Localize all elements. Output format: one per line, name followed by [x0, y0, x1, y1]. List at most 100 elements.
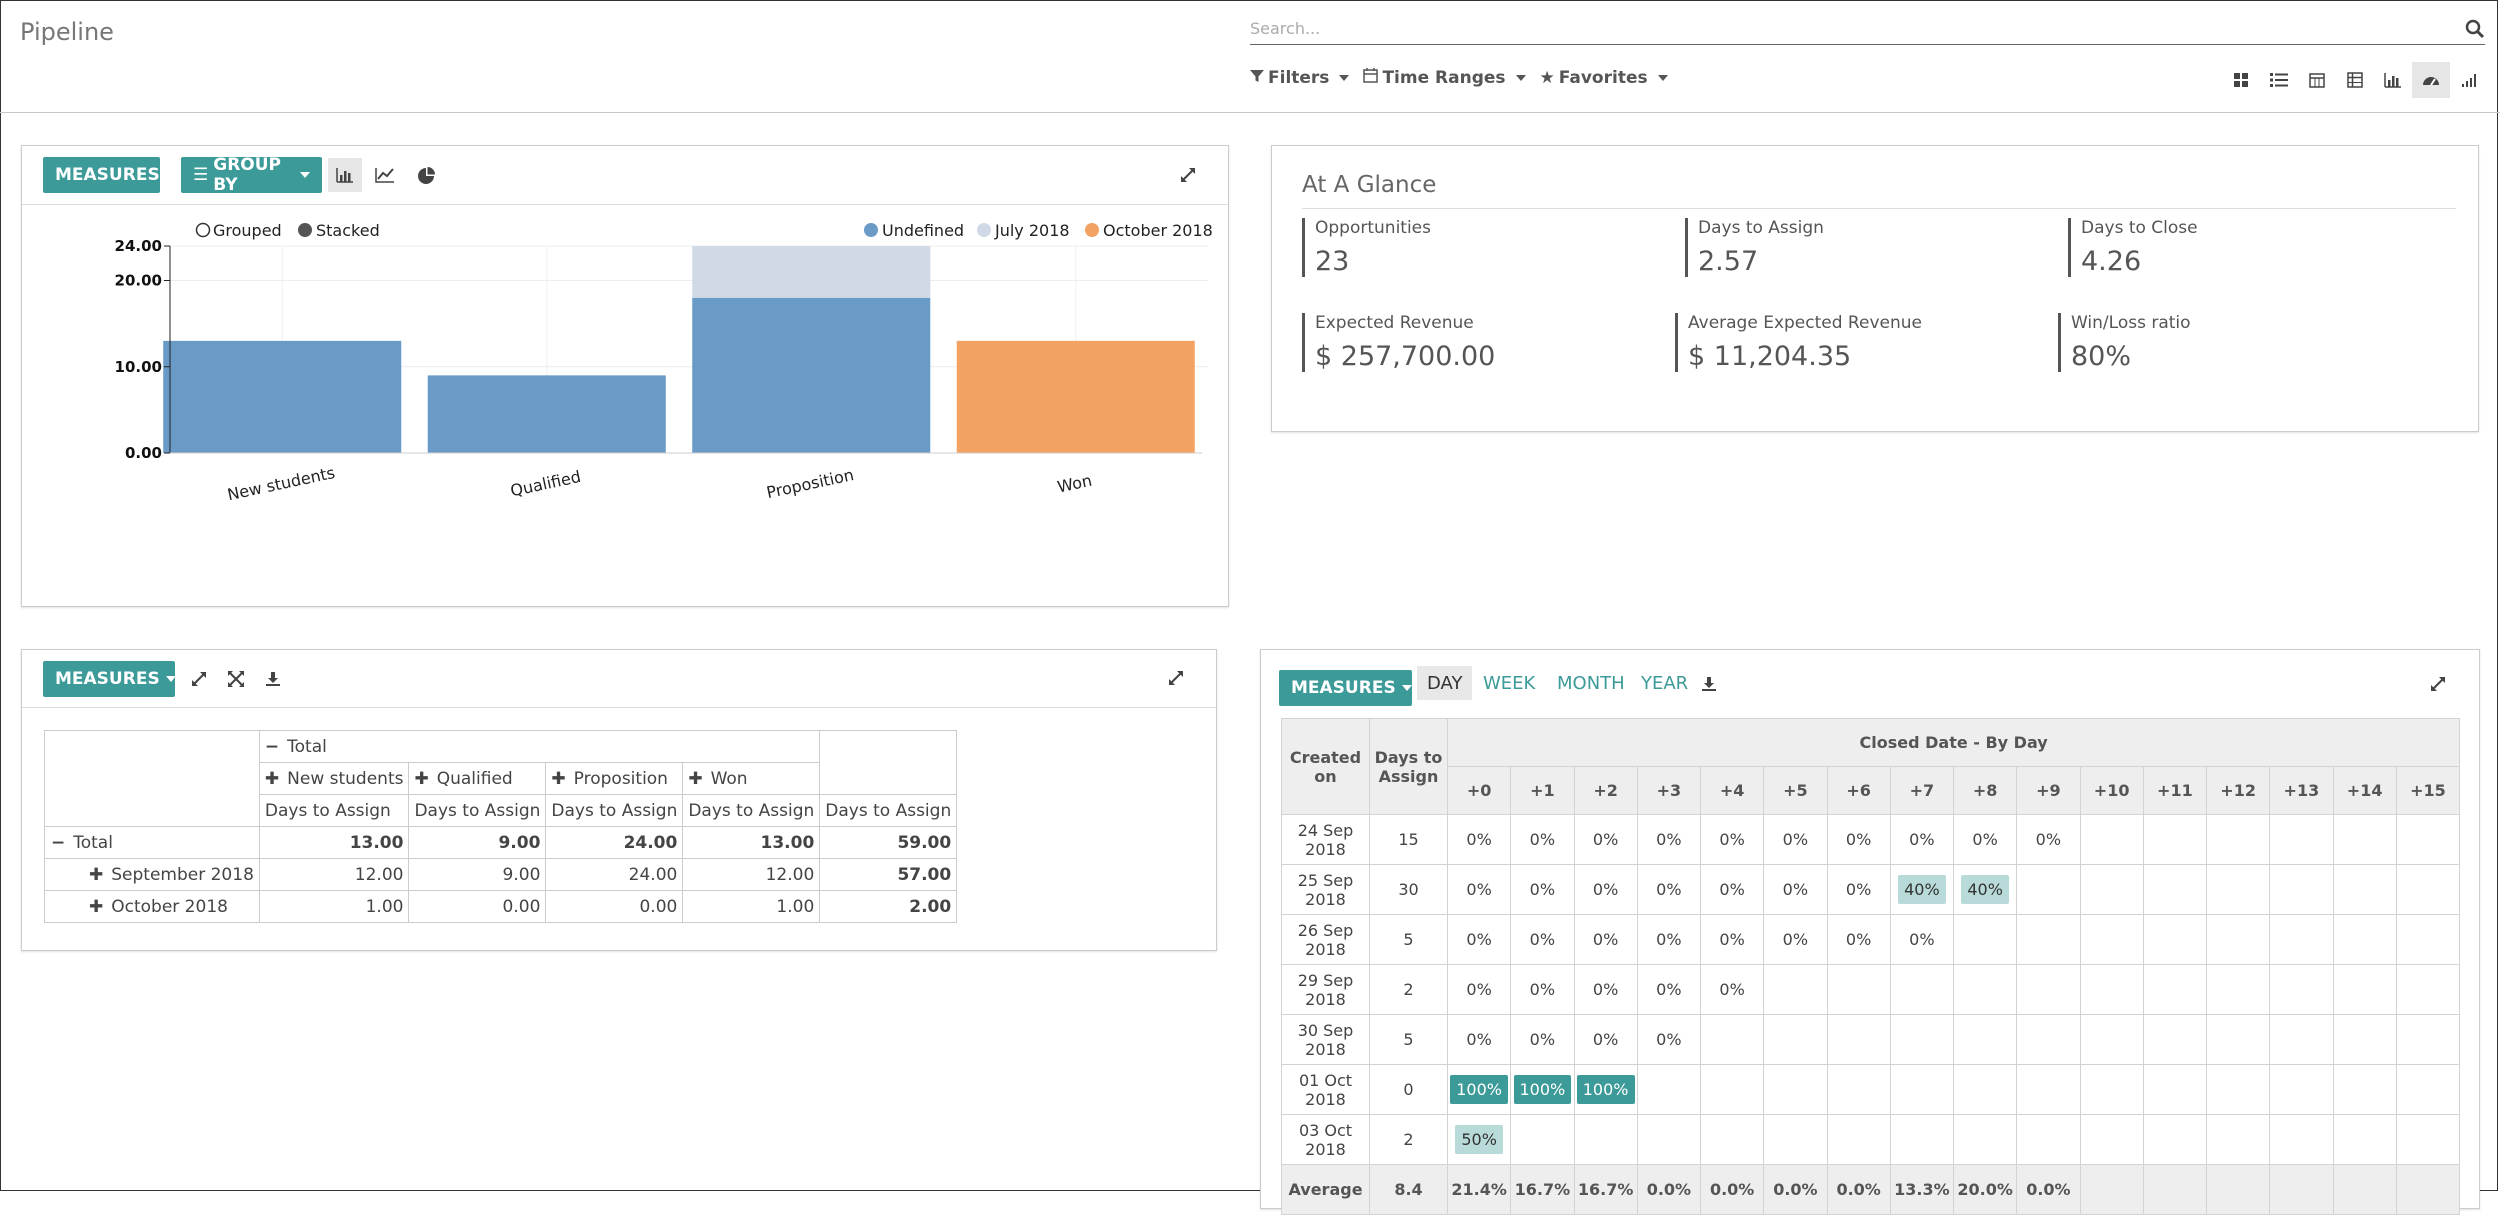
row-header-september-2018[interactable]: ✚ September 2018 [44, 858, 260, 891]
cohort-cell [2332, 1014, 2397, 1065]
cohort-cell[interactable]: 0% [1952, 814, 2018, 865]
cohort-cell [2269, 814, 2334, 865]
cohort-view-icon[interactable] [2450, 62, 2488, 98]
cohort-cell[interactable]: 0% [1510, 864, 1575, 915]
favorites-button[interactable]: ★ Favorites [1540, 68, 1668, 88]
cohort-cell [1763, 1014, 1828, 1065]
pivot-header-proposition[interactable]: ✚ Proposition [545, 762, 684, 795]
tab-month[interactable]: MONTH [1557, 672, 1625, 694]
bar-qualified-undefined [427, 375, 666, 453]
kpi-average-expected-revenue[interactable]: Average Expected Revenue $ 11,204.35 [1675, 313, 1922, 372]
line-chart-icon[interactable] [368, 158, 402, 192]
tab-week[interactable]: WEEK [1483, 672, 1536, 694]
group-by-button[interactable]: ☰ GROUP BY [181, 155, 322, 195]
cohort-cell[interactable]: 100% [1573, 1064, 1638, 1115]
cohort-cell [2395, 864, 2461, 915]
kpi-expected-revenue[interactable]: Expected Revenue $ 257,700.00 [1302, 313, 1495, 372]
pivot-header-won[interactable]: ✚ Won [682, 762, 821, 795]
cohort-cell[interactable]: 0% [1573, 814, 1638, 865]
cohort-cell[interactable]: 0% [1826, 864, 1891, 915]
cohort-cell[interactable]: 0% [1763, 814, 1828, 865]
pivot-header-new-students[interactable]: ✚ New students [258, 762, 410, 795]
cohort-cell[interactable]: 0% [1510, 814, 1575, 865]
cohort-cell[interactable]: 40% [1889, 864, 1955, 915]
cohort-cell[interactable]: 0% [1636, 864, 1702, 915]
filters-button[interactable]: Filters [1250, 68, 1350, 88]
cohort-cell[interactable]: 0% [1636, 964, 1702, 1015]
cohort-cell[interactable]: 0% [1446, 914, 1512, 965]
cohort-cell[interactable]: 0% [1699, 964, 1765, 1015]
cohort-cell[interactable]: 0% [1573, 864, 1638, 915]
cohort-cell[interactable]: 0% [1699, 814, 1765, 865]
kpi-opportunities[interactable]: Opportunities 23 [1302, 218, 1431, 277]
cohort-cell[interactable]: 0% [1446, 814, 1512, 865]
expand-icon[interactable] [1159, 661, 1193, 695]
measures-button[interactable]: MEASURES [1279, 670, 1412, 706]
pie-chart-icon[interactable] [409, 158, 443, 192]
cohort-cell[interactable]: 0% [1573, 964, 1638, 1015]
cohort-cell[interactable]: 0% [1699, 914, 1765, 965]
cohort-cell[interactable]: 0% [2016, 814, 2081, 865]
cohort-cell[interactable]: 0% [1763, 864, 1828, 915]
pivot-header-total[interactable]: − Total [258, 730, 821, 763]
x-tick-label: Proposition [765, 465, 856, 502]
kpi-win-loss-ratio[interactable]: Win/Loss ratio 80% [2058, 313, 2191, 372]
legend-swatch [1085, 223, 1099, 237]
cohort-cell[interactable]: 0% [1446, 1014, 1512, 1065]
list-view-icon[interactable] [2260, 62, 2298, 98]
cohort-cell[interactable]: 0% [1826, 814, 1891, 865]
y-tick-label: 20.00 [115, 272, 162, 290]
pivot-header-qualified[interactable]: ✚ Qualified [408, 762, 547, 795]
flip-axis-icon[interactable] [182, 662, 216, 696]
expand-icon[interactable] [2421, 667, 2455, 701]
dashboard-view-icon[interactable] [2412, 62, 2450, 98]
calendar-view-icon[interactable] [2298, 62, 2336, 98]
cohort-cell[interactable]: 0% [1573, 1014, 1638, 1065]
expand-all-icon[interactable] [219, 662, 253, 696]
cohort-cell[interactable]: 0% [1636, 1014, 1702, 1065]
cohort-cell[interactable]: 0% [1636, 814, 1702, 865]
created-on-cell: 03 Oct 2018 [1281, 1114, 1370, 1165]
days-cell: 2 [1369, 1114, 1448, 1165]
measures-button[interactable]: MEASURES [43, 157, 176, 193]
cohort-cell[interactable]: 0% [1763, 914, 1828, 965]
measures-button[interactable]: MEASURES [43, 661, 176, 697]
expand-icon[interactable] [1171, 158, 1205, 192]
cohort-cell[interactable]: 40% [1952, 864, 2018, 915]
cohort-cell[interactable]: 50% [1446, 1114, 1512, 1165]
bar-chart-icon[interactable] [328, 158, 362, 192]
search-icon[interactable] [2465, 19, 2485, 43]
cohort-cell[interactable]: 0% [1510, 1014, 1575, 1065]
cohort-cell[interactable]: 100% [1510, 1064, 1575, 1115]
kpi-days-to-assign[interactable]: Days to Assign 2.57 [1685, 218, 1824, 277]
cohort-cell[interactable]: 0% [1826, 914, 1891, 965]
cohort-cell[interactable]: 0% [1889, 914, 1955, 965]
kanban-view-icon[interactable] [2222, 62, 2260, 98]
cohort-cell[interactable]: 0% [1699, 864, 1765, 915]
cohort-cell[interactable]: 100% [1446, 1064, 1512, 1115]
offset-header: +5 [1763, 766, 1828, 815]
cohort-cell[interactable]: 0% [1510, 964, 1575, 1015]
time-ranges-button[interactable]: Time Ranges [1363, 68, 1526, 88]
cohort-cell[interactable]: 0% [1446, 964, 1512, 1015]
cohort-value: 0% [1845, 930, 1872, 949]
row-header-october-2018[interactable]: ✚ October 2018 [44, 890, 260, 923]
days-cell: 2 [1369, 964, 1448, 1015]
cohort-cell[interactable]: 0% [1889, 814, 1955, 865]
download-icon[interactable] [256, 662, 290, 696]
download-icon[interactable] [1692, 667, 1726, 701]
tab-day[interactable]: DAY [1417, 666, 1473, 700]
cohort-cell [1952, 1014, 2018, 1065]
cohort-cell[interactable]: 0% [1573, 914, 1638, 965]
kpi-days-to-close[interactable]: Days to Close 4.26 [2068, 218, 2198, 277]
x-tick-label: Qualified [509, 467, 583, 500]
tab-year[interactable]: YEAR [1641, 672, 1689, 694]
graph-view-icon[interactable] [2374, 62, 2412, 98]
cohort-cell[interactable]: 0% [1510, 914, 1575, 965]
search-input[interactable] [1250, 14, 2440, 42]
pivot-view-icon[interactable] [2336, 62, 2374, 98]
cohort-cell [2142, 964, 2208, 1015]
row-header-total[interactable]: − Total [44, 826, 260, 859]
cohort-cell[interactable]: 0% [1446, 864, 1512, 915]
cohort-cell[interactable]: 0% [1636, 914, 1702, 965]
